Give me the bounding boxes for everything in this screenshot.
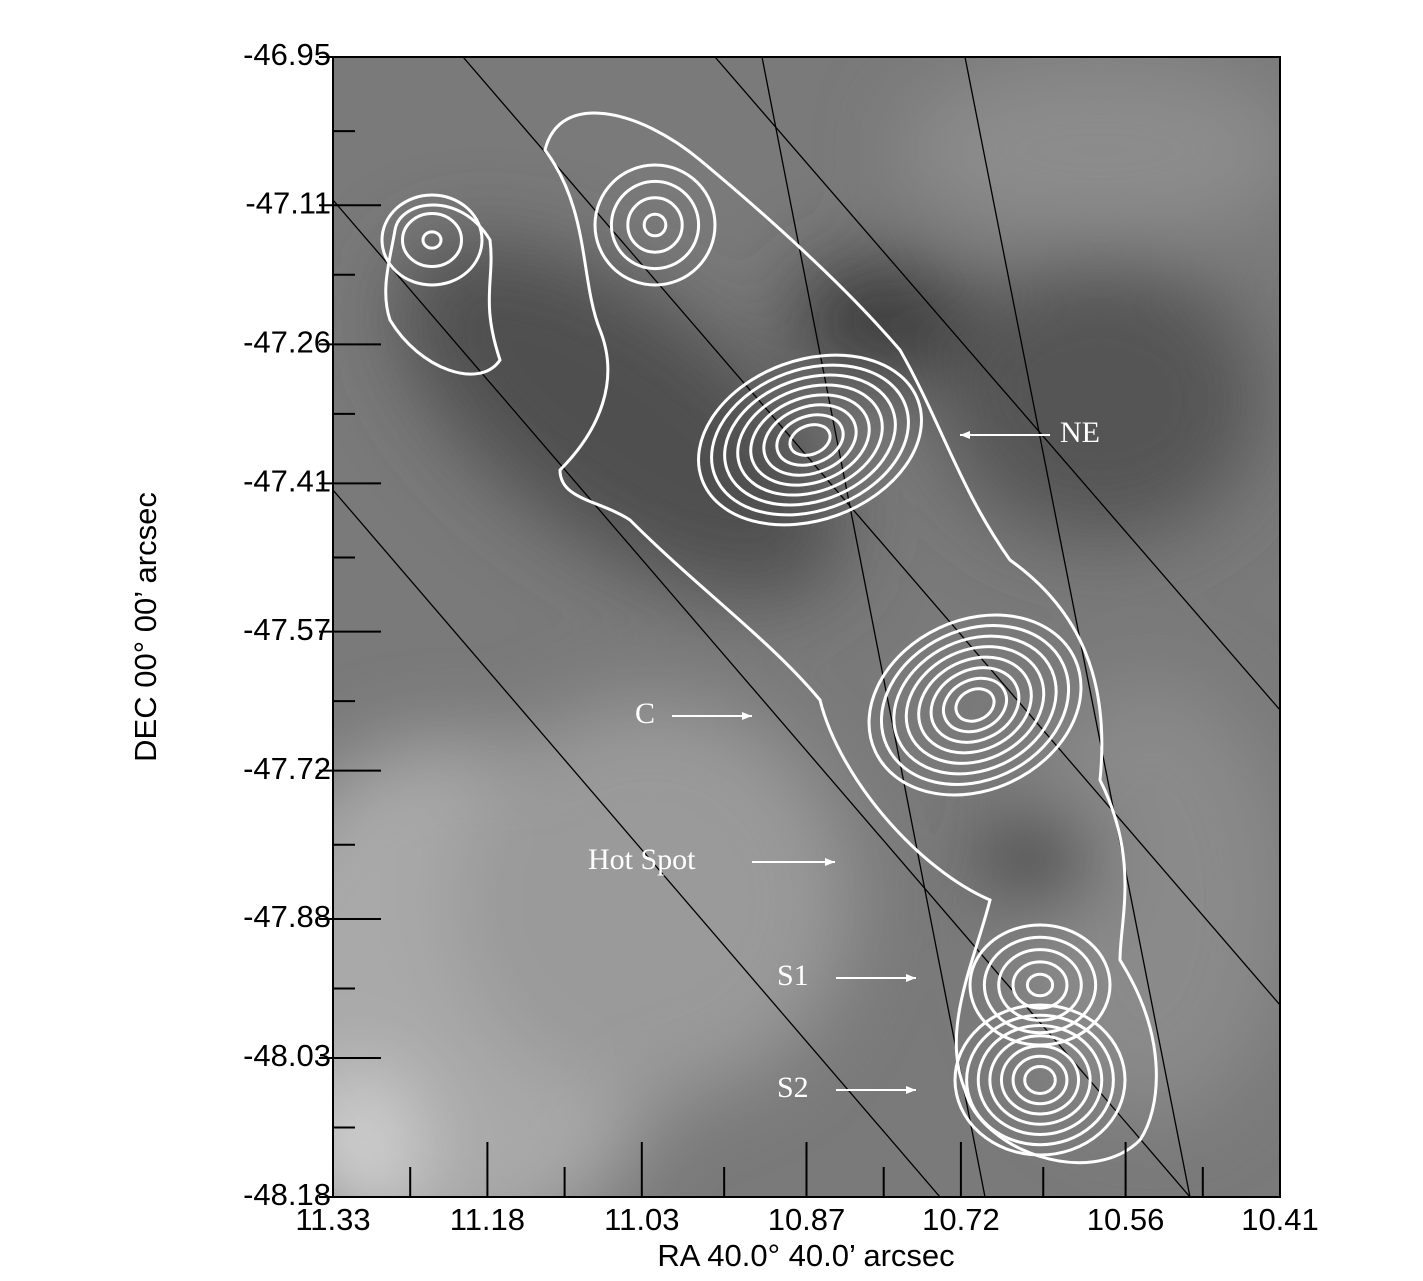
contours [380,111,1158,1165]
contour [879,624,1071,786]
contour [762,403,858,477]
contour [976,1024,1104,1136]
contour [965,1013,1115,1147]
arrow-head [742,712,752,720]
contour [626,196,684,254]
contour [593,163,717,287]
contour [749,393,871,487]
x-axis-label: RA 40.0° 40.0’ arcsec [657,1238,954,1273]
arrow-head [906,974,916,982]
contour [917,655,1033,755]
contour [892,634,1058,776]
contour [421,230,443,250]
annotation: NE [1060,416,1100,449]
contour [710,363,910,517]
y-tick-label: -47.57 [243,612,331,647]
y-tick-label: -47.11 [245,185,331,220]
x-tick-label: 10.87 [768,1202,846,1237]
annotation: Hot Spot [588,843,696,876]
contour [904,645,1046,765]
contour [953,1003,1127,1157]
contour [380,193,484,287]
contour [867,613,1083,797]
contour [736,383,884,497]
y-tick-label: -47.41 [243,464,331,499]
x-tick-label: 10.56 [1087,1202,1165,1237]
contour [401,211,463,269]
contour [999,1044,1081,1116]
x-tick-label: 10.72 [922,1202,1000,1237]
contour [942,676,1008,734]
x-tick-label: 11.03 [604,1202,679,1237]
contour [1023,1065,1057,1095]
annotation: C [635,697,655,730]
y-tick-label: -48.03 [243,1038,331,1073]
contour [982,935,1098,1035]
contour [775,413,845,467]
y-tick-label: -47.72 [243,751,331,786]
contour [723,373,897,507]
contour [642,212,668,238]
contour [788,423,832,457]
contour [1011,1054,1069,1106]
y-tick-label: -46.95 [243,37,331,72]
y-tick-label: -47.26 [243,325,331,360]
contour [997,948,1083,1022]
y-tick-label: -47.88 [243,899,331,934]
contour [988,1034,1092,1126]
x-tick-label: 11.18 [450,1202,525,1237]
image [333,57,1280,1197]
y-axis-label: DEC 00° 00’ arcsec [128,492,163,762]
x-tick-label: 11.33 [295,1202,370,1237]
annotation: S2 [777,1071,809,1104]
contour [1011,960,1069,1010]
contour [1025,972,1055,998]
arrow-head [960,431,970,439]
contour [697,353,923,527]
contour [929,666,1021,744]
x-tick-label: 10.41 [1241,1202,1319,1237]
arrow-head [825,858,835,866]
annotation: S1 [777,959,809,992]
contour [609,179,701,271]
y-tick-label: -48.18 [243,1177,331,1212]
contour [954,687,996,723]
arrow-head [906,1086,916,1094]
